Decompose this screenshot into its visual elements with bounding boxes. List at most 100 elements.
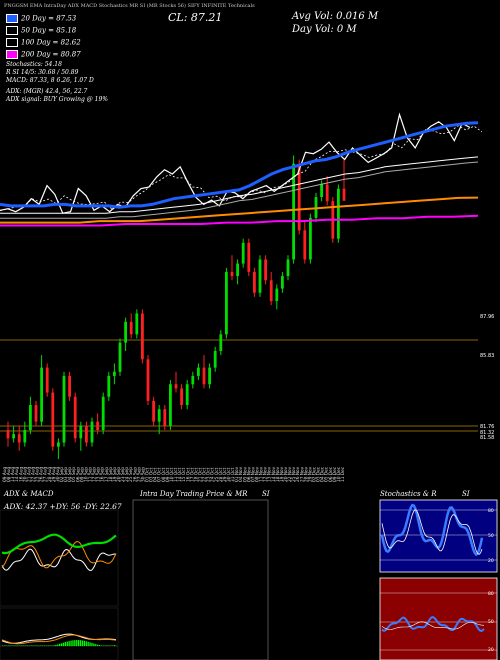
- macd-line: MACD: 87.33, 8 6.26, 1.07 D: [6, 77, 94, 84]
- macd-signal-line: [1, 634, 117, 645]
- price-axis-label: 85.83: [480, 353, 494, 359]
- date-axis-label: 14 Aug: [14, 467, 20, 482]
- macd-histogram-bar: [76, 640, 78, 646]
- macd-histogram-bar: [32, 645, 34, 646]
- macd-histogram-bar: [45, 645, 47, 646]
- legend-ema20: 20 Day = 87.53: [6, 14, 76, 23]
- macd-histogram-bar: [30, 645, 32, 646]
- legend-ema100: 100 Day = 82.62: [6, 38, 81, 47]
- date-axis-label: 10 Sep: [83, 467, 89, 482]
- stoch-panel-si: SI: [462, 490, 470, 498]
- candle-body: [163, 409, 167, 426]
- ema20-line: [0, 121, 479, 209]
- candle-body: [85, 425, 88, 443]
- candle-body: [17, 434, 21, 443]
- macd-histogram-bar: [91, 642, 93, 646]
- candle-body: [213, 350, 217, 368]
- macd-histogram-bar: [26, 645, 28, 646]
- macd-histogram-bar: [24, 645, 27, 646]
- date-axis-label: 13 Nov: [267, 466, 273, 482]
- stochastics-line: Stochastics: 54.18: [6, 61, 62, 68]
- candle-body: [152, 400, 155, 422]
- date-axis-label: 13 Sep: [96, 467, 102, 482]
- macd-histogram-bar: [3, 645, 6, 646]
- candle-body: [337, 188, 340, 239]
- date-axis-label: 28 Oct: [218, 467, 224, 482]
- candle-body: [191, 375, 195, 385]
- adx-line: [1, 533, 117, 555]
- date-axis-label: 08 Oct: [161, 467, 167, 482]
- macd-histogram-bar: [112, 645, 114, 646]
- candle-body: [202, 367, 206, 385]
- candle-body: [174, 384, 178, 389]
- date-axis-label: 14 Oct: [177, 467, 183, 482]
- macd-histogram-bar: [114, 645, 116, 646]
- macd-histogram-bar: [110, 645, 112, 646]
- macd-histogram-bar: [5, 645, 8, 646]
- macd-histogram-bar: [49, 645, 51, 646]
- date-axis-label: 27 Aug: [43, 467, 49, 482]
- price-axis-label: 81.58: [480, 435, 494, 441]
- date-axis-label: 09 Oct: [165, 467, 171, 482]
- date-axis-label: 19 Sep: [112, 467, 118, 482]
- date-axis-label: 08 Aug: [6, 467, 12, 482]
- date-axis-label: 25 Sep: [128, 467, 134, 482]
- date-axis-label: 22 Nov: [287, 466, 293, 482]
- date-axis-label: 05 Sep: [71, 467, 77, 482]
- macd-histogram-bar: [36, 645, 38, 646]
- macd-histogram-bar: [97, 644, 99, 646]
- date-axis-label: 16 Oct: [185, 467, 191, 482]
- date-axis-label: 06 Dec: [328, 466, 334, 482]
- date-axis-label: 06 Sep: [75, 467, 81, 482]
- si-line: R SI 14/5: 30.68 / 50.89: [6, 69, 79, 76]
- date-axis-label: 23 Oct: [206, 467, 212, 482]
- candle-body: [12, 434, 15, 439]
- macd-histogram-bar: [7, 645, 9, 646]
- candle-body: [135, 313, 139, 335]
- candle-body: [73, 396, 77, 439]
- macd-histogram-bar: [85, 641, 87, 646]
- macd-histogram-bar: [64, 642, 66, 646]
- date-axis-label: 07 Oct: [157, 467, 163, 482]
- date-axis-label: 23 Aug: [35, 467, 41, 482]
- legend-swatch-icon: [6, 50, 18, 59]
- candle-body: [258, 259, 262, 293]
- date-axis-label: 29 Oct: [222, 467, 228, 482]
- legend-ema20-label: 20 Day = 87.53: [21, 14, 77, 23]
- macd-histogram-bar: [11, 645, 13, 646]
- day-volume-label: Day Vol: 0 M: [292, 24, 357, 35]
- candle-body: [292, 163, 295, 260]
- macd-histogram-bar: [108, 645, 110, 646]
- macd-histogram-bar: [2, 645, 4, 646]
- candle-body: [107, 375, 111, 397]
- candle-body: [124, 321, 127, 343]
- macd-histogram-bar: [9, 645, 11, 646]
- candle-body: [40, 367, 43, 422]
- date-axis-label: 20 Aug: [22, 467, 28, 482]
- stochastics-k-line: [380, 503, 484, 557]
- date-axis-label: 16 Sep: [100, 467, 106, 482]
- date-axis-label: 21 Oct: [197, 467, 203, 482]
- candle-body: [29, 405, 32, 430]
- macd-histogram-bar: [19, 645, 21, 646]
- legend-ema200: 200 Day = 80.87: [6, 50, 81, 59]
- intraday-panel-si: SI: [262, 490, 270, 498]
- macd-histogram-bar: [79, 640, 82, 646]
- macd-histogram-bar: [53, 645, 55, 646]
- date-axis-label: 03 Oct: [149, 467, 155, 482]
- candle-body: [219, 334, 223, 351]
- date-axis-label: 19 Nov: [279, 466, 285, 482]
- si-axis-label: 80: [488, 591, 494, 597]
- legend-ema50-label: 50 Day = 85.18: [21, 26, 77, 35]
- candle-body: [23, 430, 27, 443]
- si-line: [381, 616, 485, 633]
- date-axis-label: 20 Sep: [116, 467, 122, 482]
- macd-histogram-bar: [15, 645, 17, 646]
- stochastics-d-line: [381, 509, 483, 555]
- ema100-line: [0, 196, 479, 224]
- date-axis-label: 14 Nov: [271, 466, 277, 482]
- date-axis-label: 05 Dec: [324, 466, 330, 482]
- macd-histogram-bar: [41, 645, 44, 646]
- date-axis-label: 29 Aug: [51, 467, 57, 482]
- legend-swatch-icon: [6, 26, 18, 35]
